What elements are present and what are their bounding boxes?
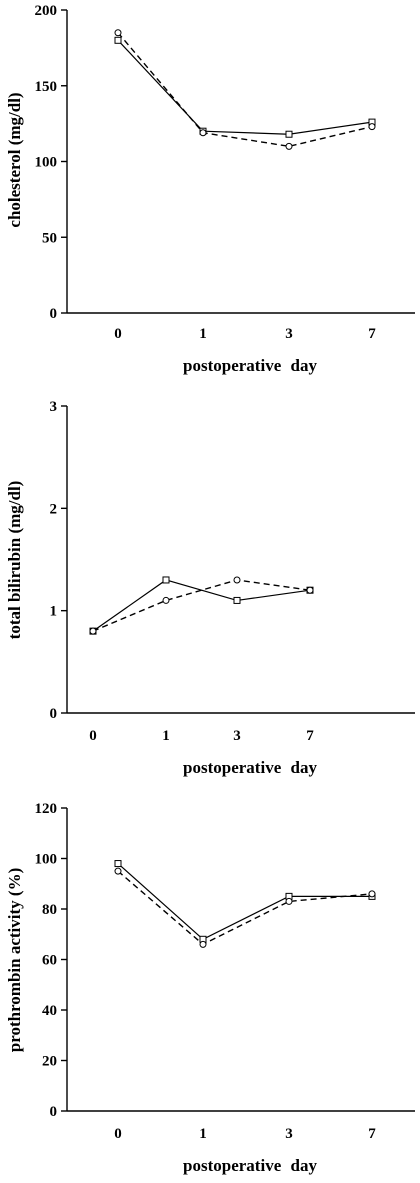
x-tick-label: 7 <box>306 728 314 744</box>
data-point-circle <box>114 29 122 37</box>
data-point-circle <box>233 576 241 584</box>
y-tick-label: 2 <box>50 501 58 517</box>
y-tick-label: 60 <box>42 953 57 969</box>
series-line-square <box>117 863 372 941</box>
data-point-circle <box>199 940 207 948</box>
x-tick-label: 1 <box>199 1126 207 1142</box>
data-point-circle <box>162 596 170 604</box>
x-tick-label: 7 <box>368 326 376 342</box>
data-point-circle <box>285 897 293 905</box>
y-tick-label: 0 <box>50 306 58 322</box>
data-point-circle <box>89 627 97 635</box>
y-axis-title: prothrombin activity (%) <box>5 868 24 1052</box>
chart-panel-3: 0 20 40 60 80 100 120 0 1 3 7 postoperative day prot… <box>5 801 415 1175</box>
y-tick-label: 0 <box>50 1104 58 1120</box>
chart-panel-2: 0 1 2 3 0 1 3 7 postoperative day total bilirubin… <box>5 399 415 777</box>
data-point-circle <box>368 890 376 898</box>
x-tick-label: 0 <box>89 728 97 744</box>
y-axis-title: cholesterol (mg/dl) <box>5 92 24 227</box>
y-tick-label: 120 <box>35 801 58 817</box>
x-tick-label: 0 <box>114 1126 122 1142</box>
y-axis-title: total bilirubin (mg/dl) <box>5 481 24 640</box>
x-axis-title: postoperative day <box>183 356 317 375</box>
series-line-circle <box>117 870 373 946</box>
data-point-circle <box>114 867 122 875</box>
series-circle <box>114 29 376 150</box>
series-circle <box>89 576 314 635</box>
x-axis-title: postoperative day <box>183 758 317 777</box>
data-point-circle <box>306 586 314 594</box>
series-line-circle <box>92 579 311 632</box>
series-line-square <box>117 39 373 135</box>
x-axis-title: postoperative day <box>183 1156 317 1175</box>
chart-panel-1: 0 50 100 150 200 0 1 3 7 postoperative day cholest… <box>5 3 415 375</box>
data-point-square <box>285 130 293 138</box>
data-point-square <box>114 36 122 44</box>
data-point-circle <box>199 129 207 137</box>
x-tick-label: 3 <box>233 728 241 744</box>
data-point-circle <box>368 123 376 131</box>
y-tick-label: 200 <box>35 3 58 19</box>
y-tick-label: 40 <box>42 1003 57 1019</box>
y-tick-label: 100 <box>35 852 58 868</box>
y-tick-label: 100 <box>35 155 58 171</box>
series-line-square <box>92 579 311 632</box>
x-tick-label: 7 <box>368 1126 376 1142</box>
data-point-square <box>233 596 241 604</box>
series-square <box>114 36 376 138</box>
x-tick-label: 0 <box>114 326 122 342</box>
series-line-circle <box>117 32 373 148</box>
y-tick-label: 1 <box>50 604 58 620</box>
y-tick-label: 3 <box>50 399 58 415</box>
series-square <box>114 860 376 943</box>
x-tick-label: 1 <box>162 728 170 744</box>
y-tick-label: 80 <box>42 902 57 918</box>
y-tick-label: 150 <box>35 79 58 95</box>
series-circle <box>114 867 376 948</box>
data-point-square <box>162 576 170 584</box>
y-tick-label: 20 <box>42 1054 57 1070</box>
x-tick-label: 3 <box>285 326 293 342</box>
y-tick-label: 50 <box>42 230 57 246</box>
data-point-square <box>114 860 122 868</box>
x-tick-label: 3 <box>285 1126 293 1142</box>
data-point-circle <box>285 142 293 150</box>
x-tick-label: 1 <box>199 326 207 342</box>
y-tick-label: 0 <box>50 706 58 722</box>
